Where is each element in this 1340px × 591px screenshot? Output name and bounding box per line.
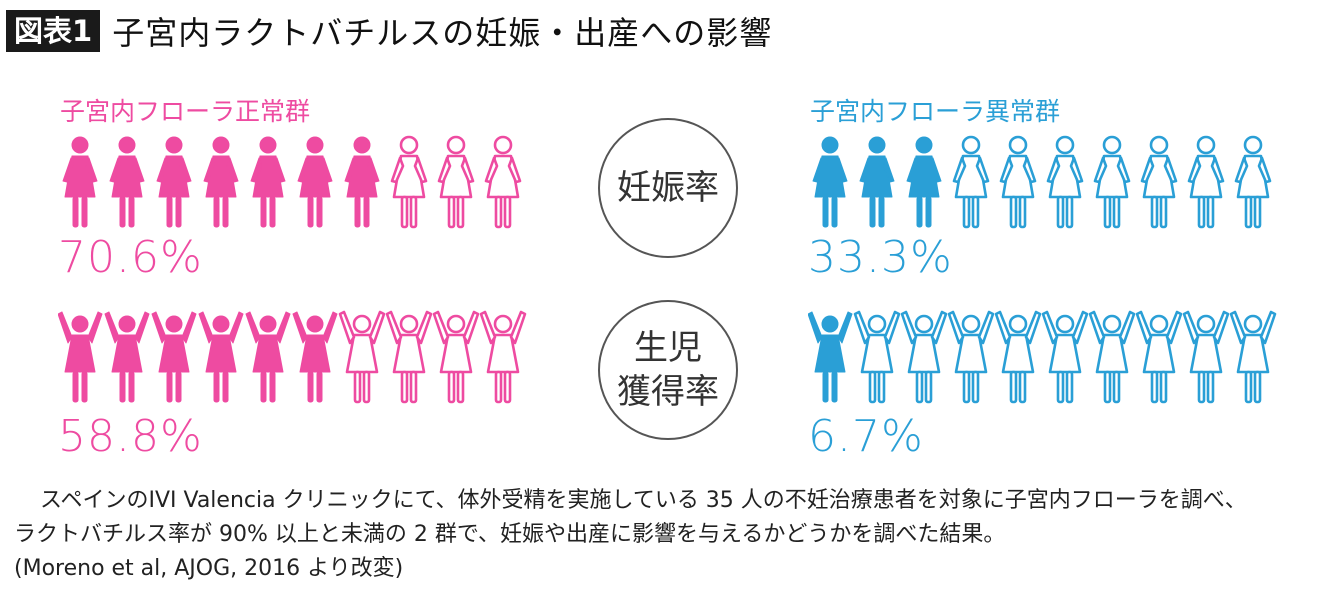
footnote-line1: スペインのIVI Valencia クリニックにて、体外受精を実施している 35… [40, 488, 1247, 513]
abnormal-group-label: 子宮内フローラ異常群 [810, 97, 1061, 126]
footnote-source: (Moreno et al, AJOG, 2016 より改変) [14, 556, 404, 581]
header: 図表1 子宮内ラクトバチルスの妊娠・出産への影響 [6, 8, 772, 54]
woman-arms-raised-icon-outline [947, 310, 995, 404]
birth-rate-circle: 生児 獲得率 [598, 300, 738, 440]
woman-arms-raised-icon-outline [338, 310, 386, 404]
woman-standing-icon-filled [859, 136, 895, 228]
woman-arms-raised-icon-filled [151, 311, 197, 403]
woman-standing-icon-outline [390, 135, 428, 229]
woman-standing-icon-filled [109, 136, 145, 228]
figure-badge: 図表1 [6, 10, 101, 52]
woman-arms-raised-icon-outline [900, 310, 948, 404]
woman-arms-raised-icon-outline [1135, 310, 1183, 404]
footnote-line2: ラクトバチルス率が 90% 以上と未満の 2 群で、妊娠や出産に影響を与えるかど… [14, 522, 1006, 547]
woman-standing-icon-outline [437, 135, 475, 229]
woman-arms-raised-icon-filled [198, 311, 244, 403]
woman-arms-raised-icon-outline [1041, 310, 1089, 404]
pregnancy-rate-circle: 妊娠率 [598, 118, 738, 258]
woman-arms-raised-icon-outline [853, 310, 901, 404]
birth-rate-label-line2: 獲得率 [617, 372, 719, 412]
page-title: 子宮内ラクトバチルスの妊娠・出産への影響 [112, 14, 773, 52]
woman-arms-raised-icon-outline [432, 310, 480, 404]
normal-group-label: 子宮内フローラ正常群 [60, 97, 311, 126]
abnormal-birth-icons [808, 310, 1277, 404]
woman-standing-icon-filled [297, 136, 333, 228]
woman-standing-icon-outline [999, 135, 1037, 229]
normal-pregnancy-icons [62, 135, 522, 229]
woman-standing-icon-filled [344, 136, 380, 228]
woman-arms-raised-icon-outline [385, 310, 433, 404]
woman-arms-raised-icon-outline [1088, 310, 1136, 404]
abnormal-birth-rate: 6.7% [808, 411, 924, 462]
woman-standing-icon-filled [250, 136, 286, 228]
woman-arms-raised-icon-outline [994, 310, 1042, 404]
birth-rate-label-line1: 生児 [634, 328, 702, 368]
woman-arms-raised-icon-filled [58, 311, 103, 403]
normal-birth-rate: 58.8% [58, 411, 203, 462]
woman-standing-icon-outline [1093, 135, 1131, 229]
woman-arms-raised-icon-filled [245, 311, 291, 403]
woman-standing-icon-outline [1187, 135, 1225, 229]
normal-pregnancy-rate: 70.6% [58, 232, 203, 283]
woman-standing-icon-filled [812, 136, 848, 228]
woman-arms-raised-icon-outline [1229, 310, 1277, 404]
woman-standing-icon-filled [906, 136, 942, 228]
woman-standing-icon-filled [62, 136, 98, 228]
woman-arms-raised-icon-outline [479, 310, 527, 404]
woman-standing-icon-outline [952, 135, 990, 229]
woman-arms-raised-icon-filled [292, 311, 338, 403]
abnormal-pregnancy-rate: 33.3% [808, 232, 953, 283]
woman-standing-icon-filled [156, 136, 192, 228]
woman-standing-icon-outline [1046, 135, 1084, 229]
woman-arms-raised-icon-outline [1182, 310, 1230, 404]
woman-standing-icon-outline [1234, 135, 1272, 229]
woman-standing-icon-filled [203, 136, 239, 228]
abnormal-pregnancy-icons [812, 135, 1272, 229]
normal-birth-icons [58, 310, 527, 404]
woman-arms-raised-icon-filled [104, 311, 150, 403]
woman-arms-raised-icon-filled [808, 311, 853, 403]
pregnancy-rate-label: 妊娠率 [617, 168, 719, 208]
woman-standing-icon-outline [1140, 135, 1178, 229]
woman-standing-icon-outline [484, 135, 522, 229]
